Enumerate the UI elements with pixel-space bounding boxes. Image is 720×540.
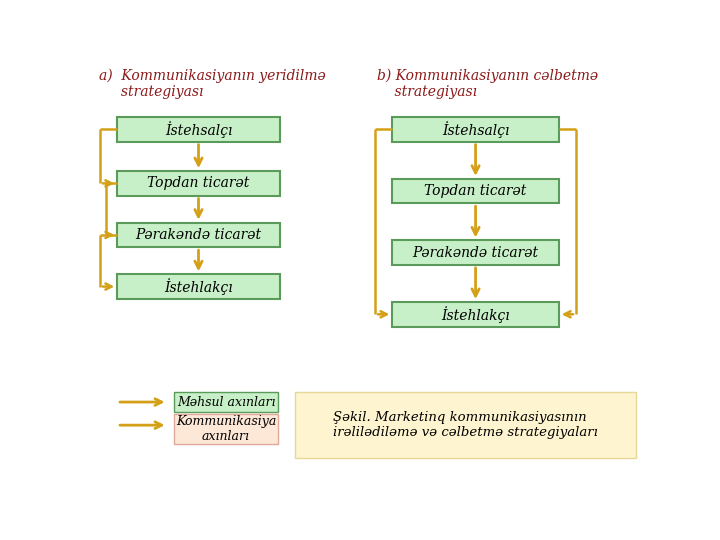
FancyBboxPatch shape — [392, 302, 559, 327]
Text: Pərakəndə ticarət: Pərakəndə ticarət — [135, 228, 261, 242]
FancyBboxPatch shape — [295, 392, 636, 457]
Text: İstehlakçı: İstehlakçı — [441, 306, 510, 323]
FancyBboxPatch shape — [117, 274, 280, 299]
FancyBboxPatch shape — [117, 171, 280, 195]
FancyBboxPatch shape — [174, 414, 279, 444]
Text: İstehsalçı: İstehsalçı — [442, 121, 509, 138]
FancyBboxPatch shape — [392, 117, 559, 142]
Text: a)  Kommunikasiyanın yeridilmə
     strategiyası: a) Kommunikasiyanın yeridilmə strategiya… — [99, 69, 326, 99]
FancyBboxPatch shape — [392, 179, 559, 204]
FancyBboxPatch shape — [117, 117, 280, 142]
Text: Məhsul axınları: Məhsul axınları — [177, 396, 275, 409]
Text: Topdan ticarət: Topdan ticarət — [148, 177, 250, 191]
Text: b) Kommunikasiyanın cəlbetmə
    strategiyası: b) Kommunikasiyanın cəlbetmə strategiyas… — [377, 69, 598, 99]
FancyBboxPatch shape — [117, 222, 280, 247]
Text: Pərakəndə ticarət: Pərakəndə ticarət — [413, 246, 539, 260]
Text: Kommunikasiya
axınları: Kommunikasiya axınları — [176, 415, 276, 443]
FancyBboxPatch shape — [174, 392, 279, 412]
Text: Şəkil. Marketinq kommunikasiyasının
irəlilədiləmə və cəlbetmə strategiyaları: Şəkil. Marketinq kommunikasiyasının irəl… — [333, 411, 598, 439]
FancyBboxPatch shape — [392, 240, 559, 265]
Text: Topdan ticarət: Topdan ticarət — [424, 184, 527, 198]
Text: İstehsalçı: İstehsalçı — [165, 121, 233, 138]
Text: İstehlakçı: İstehlakçı — [164, 278, 233, 295]
